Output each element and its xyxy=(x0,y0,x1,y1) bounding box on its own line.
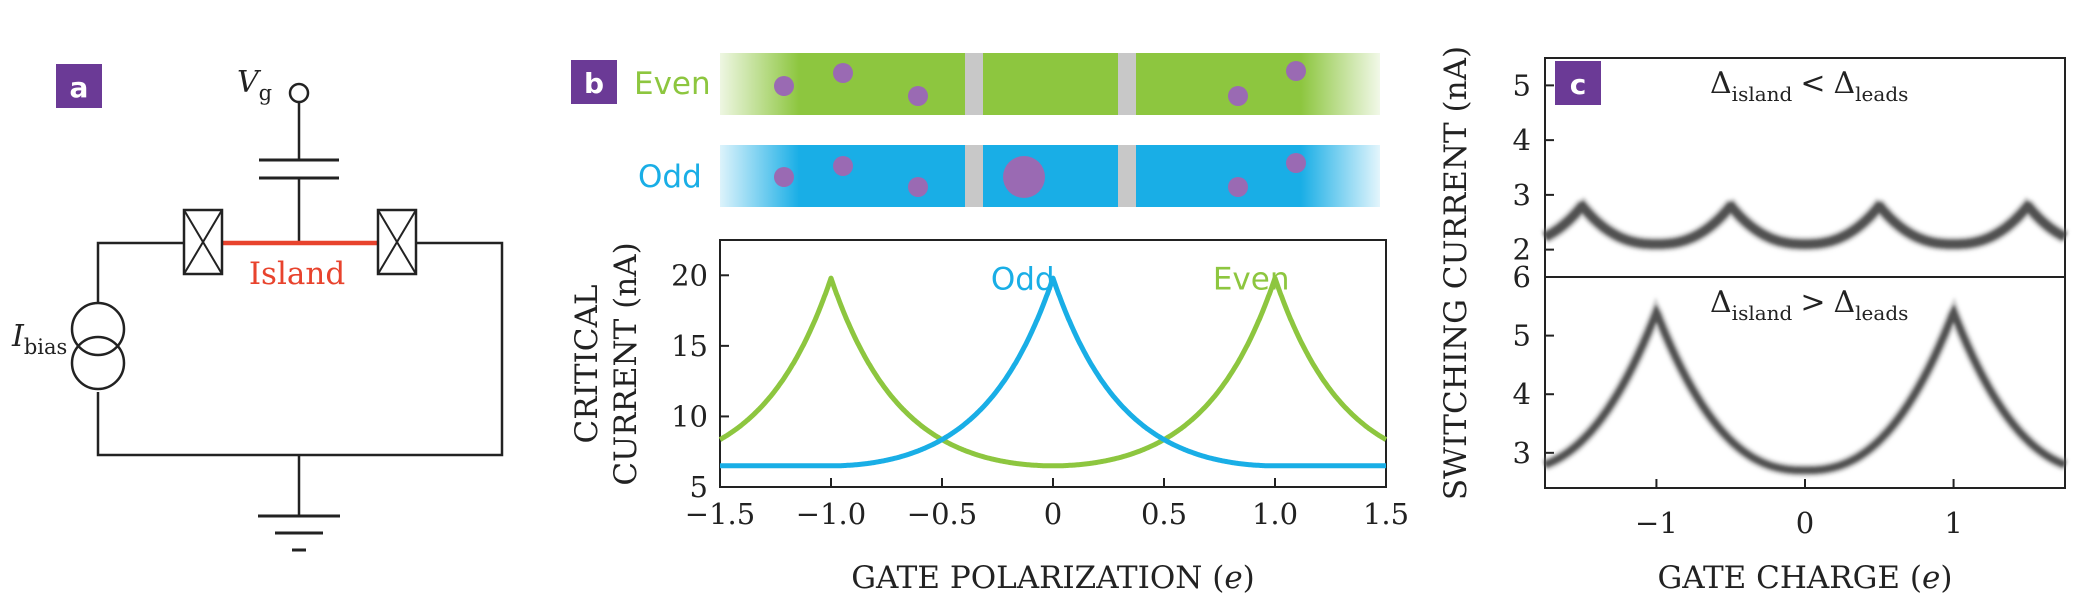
odd-parity-band xyxy=(720,145,1380,207)
x-tick-label: −1.0 xyxy=(796,497,866,531)
x-tick-label: 1 xyxy=(1944,506,1962,540)
switching-trace-bottom xyxy=(1543,304,2067,474)
switching-current-chart: −1 0 1 2 3 4 5 3 4 5 6 c Δisland < Δleads Δisland > Δl… xyxy=(1438,46,2069,596)
series-even-label: Even xyxy=(1213,261,1290,297)
critical-current-xlabel: GATE POLARIZATION (e) xyxy=(851,560,1255,596)
ibias-subscript: bias xyxy=(24,335,67,359)
panel-b-badge-letter: b xyxy=(584,67,604,100)
quasiparticle xyxy=(1228,177,1248,197)
gate-terminal xyxy=(288,82,310,104)
series-even-line xyxy=(718,275,1388,469)
panel-a-badge xyxy=(56,64,102,108)
switching-current-xlabel: GATE CHARGE (e) xyxy=(1658,560,1953,596)
y-tick-label: 5 xyxy=(1513,319,1531,353)
series-odd-label: Odd xyxy=(991,261,1055,297)
x-tick-label: 0 xyxy=(1044,497,1062,531)
panel-c: −1 0 1 2 3 4 5 3 4 5 6 c Δisland < Δleads Δisland > Δl… xyxy=(1438,46,2069,596)
critical-current-series: Even Odd xyxy=(718,261,1388,469)
switching-current-ylabel: SWITCHING CURRENT (nA) xyxy=(1438,46,1474,500)
y-tick-label: 5 xyxy=(1513,68,1531,102)
circuit-loop-left xyxy=(96,241,184,302)
switching-current-ticks: −1 0 1 2 3 4 5 3 4 5 6 xyxy=(1513,68,1963,540)
y-tick-label: 2 xyxy=(1513,233,1531,267)
josephson-junction-left xyxy=(182,208,224,276)
quasiparticle xyxy=(1286,153,1306,173)
x-tick-label: 1.5 xyxy=(1363,497,1409,531)
circuit-loop-bottom xyxy=(96,241,504,457)
y-tick-label: 4 xyxy=(1513,377,1531,411)
even-parity-band xyxy=(720,53,1380,115)
top-gap-condition: Δisland < Δleads xyxy=(1710,66,1908,106)
quasiparticle xyxy=(908,86,928,106)
quasiparticle xyxy=(833,63,853,83)
panel-a-badge-letter: a xyxy=(70,71,89,104)
panel-b-badge xyxy=(571,60,617,104)
vg-subscript: g xyxy=(259,81,272,105)
y-tick-label: 3 xyxy=(1513,178,1531,212)
island-label: Island xyxy=(249,256,345,292)
odd-band-barrier-left xyxy=(965,145,983,207)
y-tick-label: 6 xyxy=(1513,260,1531,294)
quasiparticle xyxy=(774,76,794,96)
critical-current-ylabel-line2: CURRENT (nA) xyxy=(608,242,644,485)
critical-current-ylabel-line1: CRITICAL xyxy=(569,285,605,444)
switching-plot-frame xyxy=(1544,57,2066,489)
y-tick-label: 5 xyxy=(690,470,708,504)
y-tick-label: 3 xyxy=(1513,436,1531,470)
josephson-junction-right xyxy=(376,208,418,276)
bottom-gap-condition: Δisland > Δleads xyxy=(1710,285,1908,325)
x-tick-label: −0.5 xyxy=(907,497,977,531)
vg-symbol: V xyxy=(237,65,262,100)
y-tick-label: 4 xyxy=(1513,123,1531,157)
quasiparticle xyxy=(833,156,853,176)
quasiparticle xyxy=(1228,86,1248,106)
even-band-label: Even xyxy=(634,66,711,102)
critical-current-ticks: −1.5 −1.0 −0.5 0 0.5 1.0 1.5 5 10 15 20 xyxy=(671,258,1409,531)
quasiparticle xyxy=(774,167,794,187)
x-tick-label: −1.5 xyxy=(685,497,755,531)
ground-symbol xyxy=(258,455,340,552)
panel-c-badge-letter: c xyxy=(1570,68,1587,101)
series-odd-line xyxy=(718,275,1388,469)
x-tick-label: −1 xyxy=(1635,506,1678,540)
even-band-barrier-right xyxy=(1118,53,1136,115)
y-tick-label: 15 xyxy=(671,329,708,363)
panel-a-circuit: a Vg Island I xyxy=(11,64,504,552)
critical-current-chart: −1.5 −1.0 −0.5 0 0.5 1.0 1.5 5 10 15 20 Even Odd CR… xyxy=(569,239,1409,596)
current-source-symbol xyxy=(70,301,126,391)
odd-band-barrier-right xyxy=(1118,145,1136,207)
bias-current-label: Ibias xyxy=(11,319,67,359)
x-tick-label: 1.0 xyxy=(1252,497,1298,531)
switching-current-traces xyxy=(1541,196,2069,477)
y-tick-label: 20 xyxy=(671,258,708,292)
y-tick-label: 10 xyxy=(671,399,708,433)
ibias-symbol: I xyxy=(11,319,25,354)
x-tick-label: 0 xyxy=(1796,506,1814,540)
odd-band-label: Odd xyxy=(638,159,702,195)
quasiparticle xyxy=(908,177,928,197)
x-tick-label: 0.5 xyxy=(1141,497,1187,531)
gate-voltage-label: Vg xyxy=(237,65,272,105)
switching-trace-top xyxy=(1542,200,2068,249)
trapped-quasiparticle xyxy=(1003,156,1045,198)
even-band-barrier-left xyxy=(965,53,983,115)
panel-b: b Even Odd −1.5 −1 xyxy=(569,53,1409,596)
quasiparticle xyxy=(1286,61,1306,81)
panel-c-badge xyxy=(1555,61,1601,105)
